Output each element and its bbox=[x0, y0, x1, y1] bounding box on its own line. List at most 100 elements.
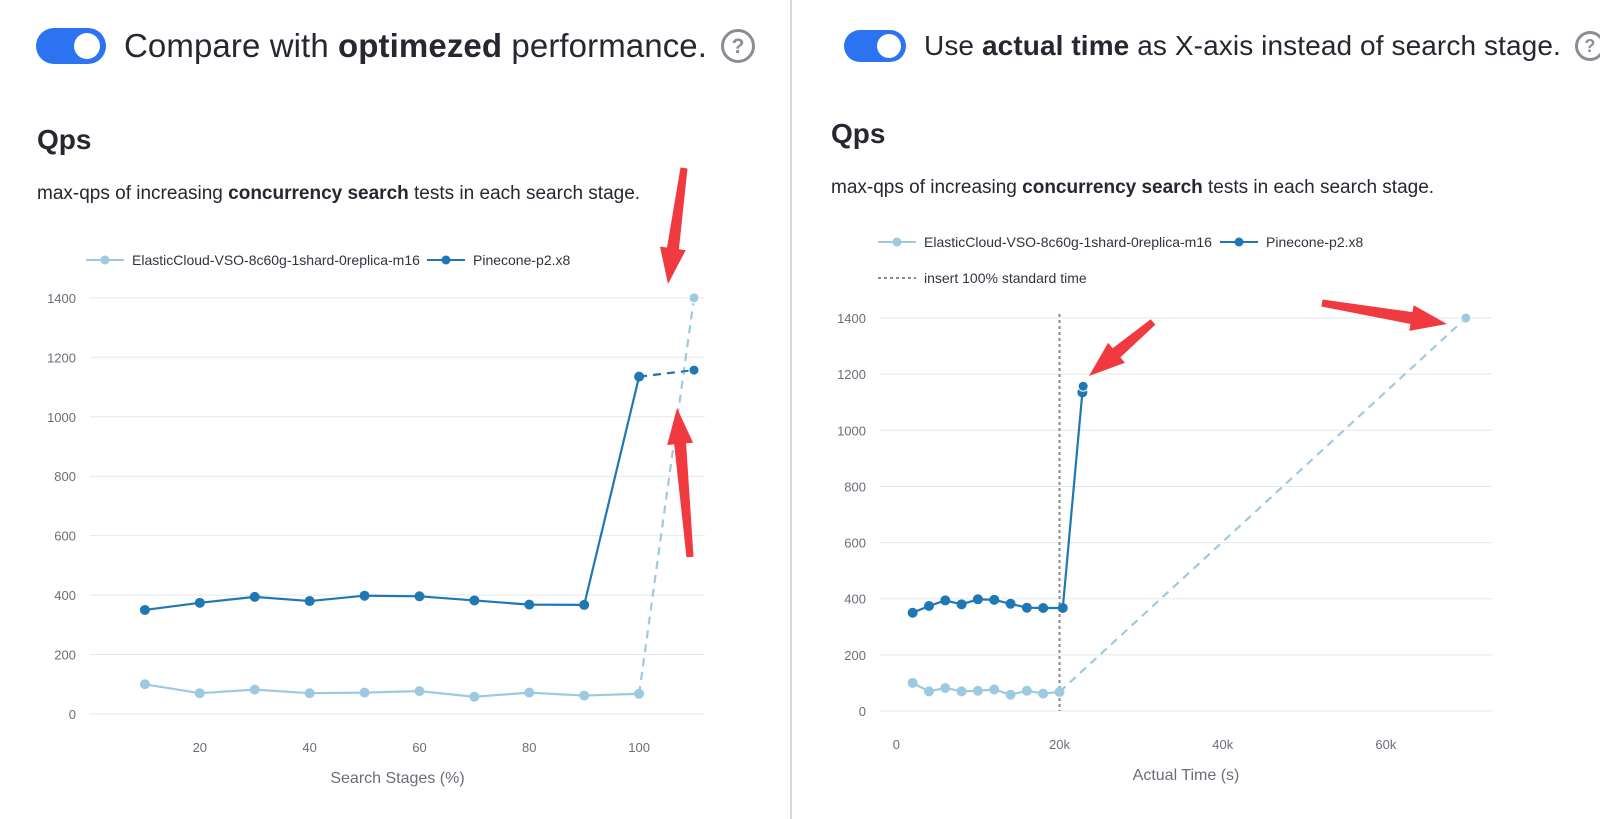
data-point-elasticcloud-vso-8c60g-1shard-0replica-m16 bbox=[469, 691, 480, 702]
toggle-label-bold: actual time bbox=[981, 30, 1130, 61]
x-axis-title: Actual Time (s) bbox=[1133, 767, 1240, 784]
data-point-pinecone-p2-x8 bbox=[940, 595, 951, 606]
subtitle-suffix: tests in each search stage. bbox=[408, 183, 641, 204]
data-point-pinecone-p2-x8 bbox=[249, 591, 260, 602]
data-point-elasticcloud-vso-8c60g-1shard-0replica-m16 bbox=[1005, 689, 1016, 700]
x-axis-title: Search Stages (%) bbox=[330, 770, 464, 787]
subtitle-prefix: max-qps of increasing bbox=[37, 183, 229, 204]
y-tick-label: 1000 bbox=[47, 410, 76, 425]
data-point-pinecone-p2-x8 bbox=[469, 595, 480, 606]
data-point-pinecone-p2-x8 bbox=[579, 599, 590, 610]
data-point-elasticcloud-vso-8c60g-1shard-0replica-m16 bbox=[956, 686, 967, 697]
red-arrow-annotation bbox=[660, 167, 688, 284]
subtitle-bold: concurrency search bbox=[1022, 177, 1203, 198]
data-point-pinecone-p2-x8 bbox=[414, 591, 425, 602]
legend-swatch-marker bbox=[441, 255, 451, 265]
legend-label-pinecone-p2-x8: Pinecone-p2.x8 bbox=[473, 252, 571, 268]
toggle-label-suffix: as X-axis instead of search stage. bbox=[1129, 30, 1561, 61]
toggle-label-suffix: performance. bbox=[502, 27, 708, 64]
y-tick-label: 1200 bbox=[837, 367, 866, 382]
subtitle-prefix: max-qps of increasing bbox=[831, 177, 1023, 198]
y-tick-label: 600 bbox=[54, 529, 76, 544]
legend-swatch-marker bbox=[892, 237, 902, 247]
legend-swatch-marker bbox=[1234, 237, 1244, 247]
compare-optimized-toggle-row: Compare with optimezed performance. ? bbox=[36, 24, 756, 68]
qps-chart-actual-time: ElasticCloud-VSO-8c60g-1shard-0replica-m… bbox=[837, 234, 1492, 784]
y-tick-label: 1000 bbox=[837, 423, 866, 438]
data-point-pinecone-p2-x8 bbox=[1038, 602, 1049, 613]
data-point-elasticcloud-vso-8c60g-1shard-0replica-m16 bbox=[359, 687, 370, 698]
data-point-pinecone-p2-x8 bbox=[907, 607, 918, 618]
optimized-point-elasticcloud-vso-8c60g-1shard-0replica-m16 bbox=[688, 292, 700, 304]
actual-time-toggle-row: Use actual time as X-axis instead of sea… bbox=[844, 24, 1600, 68]
x-tick-label: 20k bbox=[1049, 737, 1070, 752]
optimized-point-elasticcloud-vso-8c60g-1shard-0replica-m16 bbox=[1460, 312, 1472, 324]
data-point-pinecone-p2-x8 bbox=[1021, 602, 1032, 613]
x-tick-label: 60k bbox=[1375, 737, 1396, 752]
optimized-dashed-line-pinecone-p2-x8 bbox=[638, 368, 695, 378]
actual-time-toggle[interactable] bbox=[844, 30, 906, 62]
optimized-point-pinecone-p2-x8 bbox=[1077, 380, 1089, 392]
legend-label-reference-line: insert 100% standard time bbox=[924, 270, 1087, 286]
y-tick-label: 200 bbox=[844, 648, 866, 663]
data-point-pinecone-p2-x8 bbox=[923, 601, 934, 612]
chart-title: Qps bbox=[37, 124, 92, 155]
data-point-pinecone-p2-x8 bbox=[1005, 598, 1016, 609]
data-point-elasticcloud-vso-8c60g-1shard-0replica-m16 bbox=[524, 687, 535, 698]
compare-optimized-toggle[interactable] bbox=[36, 28, 106, 64]
data-point-elasticcloud-vso-8c60g-1shard-0replica-m16 bbox=[414, 686, 425, 697]
series-line-pinecone-p2-x8 bbox=[144, 376, 641, 612]
toggle-label-prefix: Compare with bbox=[124, 27, 339, 64]
data-point-elasticcloud-vso-8c60g-1shard-0replica-m16 bbox=[634, 688, 645, 699]
qps-chart-search-stage: ElasticCloud-VSO-8c60g-1shard-0replica-m… bbox=[47, 167, 705, 787]
legend-label-pinecone-p2-x8: Pinecone-p2.x8 bbox=[1266, 234, 1364, 250]
data-point-pinecone-p2-x8 bbox=[989, 594, 1000, 605]
toggle-label-prefix: Use bbox=[924, 30, 982, 61]
data-point-elasticcloud-vso-8c60g-1shard-0replica-m16 bbox=[1054, 686, 1065, 697]
data-point-pinecone-p2-x8 bbox=[304, 596, 315, 607]
data-point-pinecone-p2-x8 bbox=[972, 594, 983, 605]
data-point-pinecone-p2-x8 bbox=[524, 599, 535, 610]
data-point-pinecone-p2-x8 bbox=[194, 597, 205, 608]
legend-label-elasticcloud-vso-8c60g-1shard-0replica-m16: ElasticCloud-VSO-8c60g-1shard-0replica-m… bbox=[132, 252, 420, 268]
panel-divider bbox=[790, 0, 792, 819]
red-arrow-annotation bbox=[667, 408, 694, 558]
right-panel: Use actual time as X-axis instead of sea… bbox=[794, 0, 1600, 819]
data-point-elasticcloud-vso-8c60g-1shard-0replica-m16 bbox=[304, 688, 315, 699]
x-tick-label: 20 bbox=[193, 740, 207, 755]
question-circle-icon[interactable]: ? bbox=[1574, 31, 1600, 61]
optimized-dashed-line-elasticcloud-vso-8c60g-1shard-0replica-m16 bbox=[638, 297, 696, 694]
data-point-elasticcloud-vso-8c60g-1shard-0replica-m16 bbox=[907, 677, 918, 688]
y-tick-label: 1400 bbox=[837, 311, 866, 326]
chart-title: Qps bbox=[831, 118, 886, 149]
subtitle-suffix: tests in each search stage. bbox=[1202, 177, 1435, 198]
subtitle-bold: concurrency search bbox=[228, 183, 409, 204]
optimized-point-pinecone-p2-x8 bbox=[688, 364, 700, 376]
toggle-knob bbox=[877, 34, 901, 58]
data-point-pinecone-p2-x8 bbox=[139, 604, 150, 615]
data-point-elasticcloud-vso-8c60g-1shard-0replica-m16 bbox=[923, 686, 934, 697]
x-tick-label: 100 bbox=[628, 740, 650, 755]
data-point-pinecone-p2-x8 bbox=[956, 599, 967, 610]
data-point-pinecone-p2-x8 bbox=[1057, 602, 1068, 613]
data-point-elasticcloud-vso-8c60g-1shard-0replica-m16 bbox=[1021, 685, 1032, 696]
series-line-elasticcloud-vso-8c60g-1shard-0replica-m16 bbox=[144, 683, 640, 698]
toggle-knob bbox=[74, 33, 100, 59]
data-point-elasticcloud-vso-8c60g-1shard-0replica-m16 bbox=[579, 690, 590, 701]
data-point-elasticcloud-vso-8c60g-1shard-0replica-m16 bbox=[139, 679, 150, 690]
question-circle-icon[interactable]: ? bbox=[721, 29, 756, 63]
red-arrow-annotation bbox=[1089, 319, 1156, 376]
chart-subtitle: max-qps of increasing concurrency search… bbox=[831, 177, 1434, 199]
x-tick-label: 0 bbox=[893, 737, 900, 752]
legend-swatch-marker bbox=[100, 255, 110, 265]
y-tick-label: 1400 bbox=[47, 291, 76, 306]
y-tick-label: 800 bbox=[844, 479, 866, 494]
actual-time-label: Use actual time as X-axis instead of sea… bbox=[924, 30, 1561, 62]
data-point-elasticcloud-vso-8c60g-1shard-0replica-m16 bbox=[940, 682, 951, 693]
data-point-elasticcloud-vso-8c60g-1shard-0replica-m16 bbox=[194, 688, 205, 699]
y-tick-label: 400 bbox=[54, 588, 76, 603]
y-tick-label: 800 bbox=[54, 469, 76, 484]
y-tick-label: 0 bbox=[859, 704, 866, 719]
series-line-elasticcloud-vso-8c60g-1shard-0replica-m16 bbox=[912, 681, 1060, 696]
